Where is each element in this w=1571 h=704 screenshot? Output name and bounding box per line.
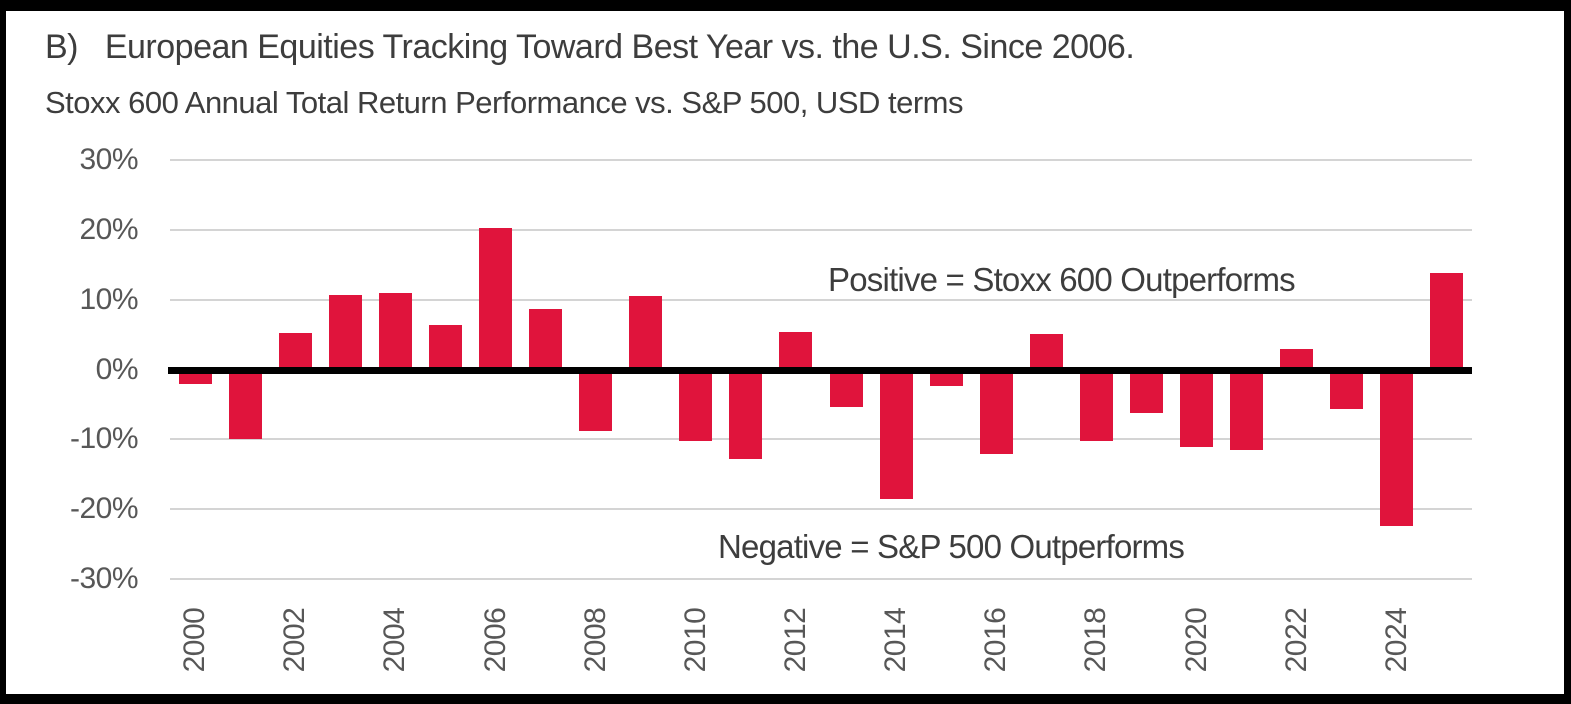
- zero-axis-line: [168, 366, 1472, 374]
- y-tick--30%: -30%: [69, 562, 139, 595]
- bar-2023: [1330, 369, 1364, 410]
- bar-2013: [829, 369, 863, 407]
- frame-border-right: [1564, 0, 1571, 704]
- bar-2010: [679, 369, 713, 442]
- x-tick-2024: 2024: [1379, 607, 1413, 673]
- y-tick--20%: -20%: [69, 492, 139, 526]
- bar-2018: [1079, 369, 1113, 441]
- bar-2016: [979, 369, 1013, 454]
- x-tick-2006: 2006: [478, 607, 512, 673]
- bar-2022: [1280, 349, 1314, 370]
- gridline-10%: [170, 298, 1472, 301]
- y-tick-20%: 20%: [79, 212, 138, 246]
- bar-2006: [479, 227, 512, 370]
- chart-title: B) European Equities Tracking Toward Bes…: [45, 28, 1135, 66]
- bar-2011: [729, 369, 763, 459]
- bar-2007: [529, 309, 563, 370]
- bar-2009: [629, 296, 663, 370]
- y-tick-30%: 30%: [79, 143, 138, 176]
- bar-2015: [929, 369, 963, 387]
- bar-2004: [378, 292, 412, 370]
- bar-2025: [1430, 273, 1464, 370]
- bar-2005: [428, 324, 462, 370]
- x-tick-2022: 2022: [1279, 607, 1313, 673]
- x-tick-2002: 2002: [278, 607, 312, 673]
- plot-area: [168, 159, 1472, 580]
- bar-2001: [228, 369, 262, 440]
- x-tick-2000: 2000: [178, 607, 212, 673]
- x-tick-2012: 2012: [778, 607, 812, 673]
- chart-subtitle: Stoxx 600 Annual Total Return Performanc…: [45, 85, 964, 120]
- gridline-30%: [170, 159, 1472, 161]
- bar-2019: [1130, 369, 1163, 413]
- x-tick-2020: 2020: [1179, 607, 1213, 673]
- bar-2012: [779, 331, 813, 370]
- bar-2017: [1029, 333, 1063, 370]
- x-tick-2008: 2008: [578, 607, 612, 673]
- frame-border-left: [0, 0, 6, 704]
- gridline-20%: [170, 228, 1472, 231]
- gridline--20%: [170, 508, 1472, 511]
- bar-2024: [1380, 369, 1414, 526]
- bar-2002: [278, 333, 312, 370]
- gridline--30%: [170, 578, 1472, 580]
- y-tick-10%: 10%: [79, 282, 138, 316]
- bar-2014: [879, 369, 913, 500]
- bar-2003: [328, 294, 362, 370]
- x-tick-2014: 2014: [879, 607, 913, 673]
- x-tick-2004: 2004: [378, 607, 412, 673]
- y-tick-0%: 0%: [95, 352, 139, 386]
- annotation-positive: Positive = Stoxx 600 Outperforms: [828, 261, 1296, 298]
- gridline--10%: [170, 438, 1472, 441]
- bar-2008: [579, 369, 613, 431]
- frame-border-bottom: [0, 694, 1571, 704]
- frame-border-top: [0, 0, 1571, 11]
- bar-2020: [1180, 369, 1214, 447]
- x-tick-2010: 2010: [678, 607, 712, 673]
- y-tick--10%: -10%: [69, 422, 139, 456]
- annotation-negative: Negative = S&P 500 Outperforms: [718, 528, 1185, 565]
- x-tick-2018: 2018: [1079, 607, 1113, 673]
- bar-2021: [1230, 369, 1264, 450]
- x-tick-2016: 2016: [979, 607, 1013, 673]
